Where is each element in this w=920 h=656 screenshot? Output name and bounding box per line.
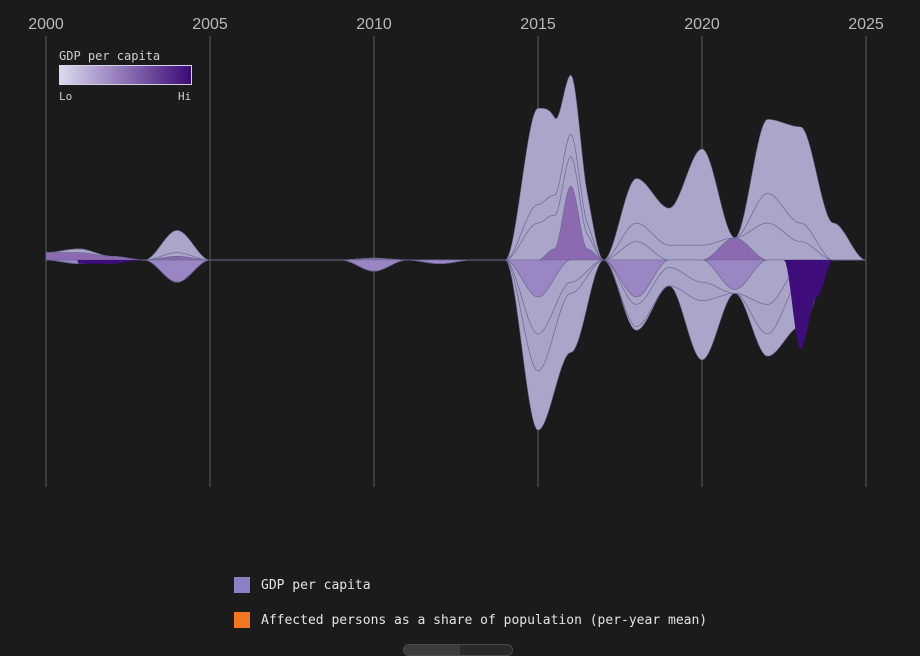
- stream-layers: [45, 74, 867, 431]
- legend-label-gdp: GDP per capita: [261, 577, 371, 593]
- legend-item-gdp[interactable]: GDP per capita: [234, 577, 371, 593]
- color-scale-gradient: [59, 65, 192, 85]
- x-axis-ticks: 2000 2005 2010 2015 2020 2025: [28, 16, 884, 33]
- legend-label-affected: Affected persons as a share of populatio…: [261, 612, 708, 628]
- tick-label-2005: 2005: [192, 16, 228, 33]
- tick-label-2015: 2015: [520, 16, 556, 33]
- tick-label-2020: 2020: [684, 16, 720, 33]
- legend-swatch-gdp: [234, 577, 250, 593]
- tick-label-2000: 2000: [28, 16, 64, 33]
- legend-swatch-affected: [234, 612, 250, 628]
- tick-label-2010: 2010: [356, 16, 392, 33]
- bottom-tab[interactable]: [403, 644, 513, 656]
- lower-layer-3[interactable]: [45, 259, 866, 431]
- color-scale-high-label: Hi: [178, 90, 192, 103]
- legend-item-affected[interactable]: Affected persons as a share of populatio…: [234, 612, 707, 628]
- color-scale-low-label: Lo: [59, 90, 73, 103]
- highlight-shape-0[interactable]: [46, 260, 866, 264]
- tick-label-2025: 2025: [848, 16, 884, 33]
- color-scale-title: GDP per capita: [59, 49, 161, 63]
- bottom-tab-active: [404, 645, 460, 655]
